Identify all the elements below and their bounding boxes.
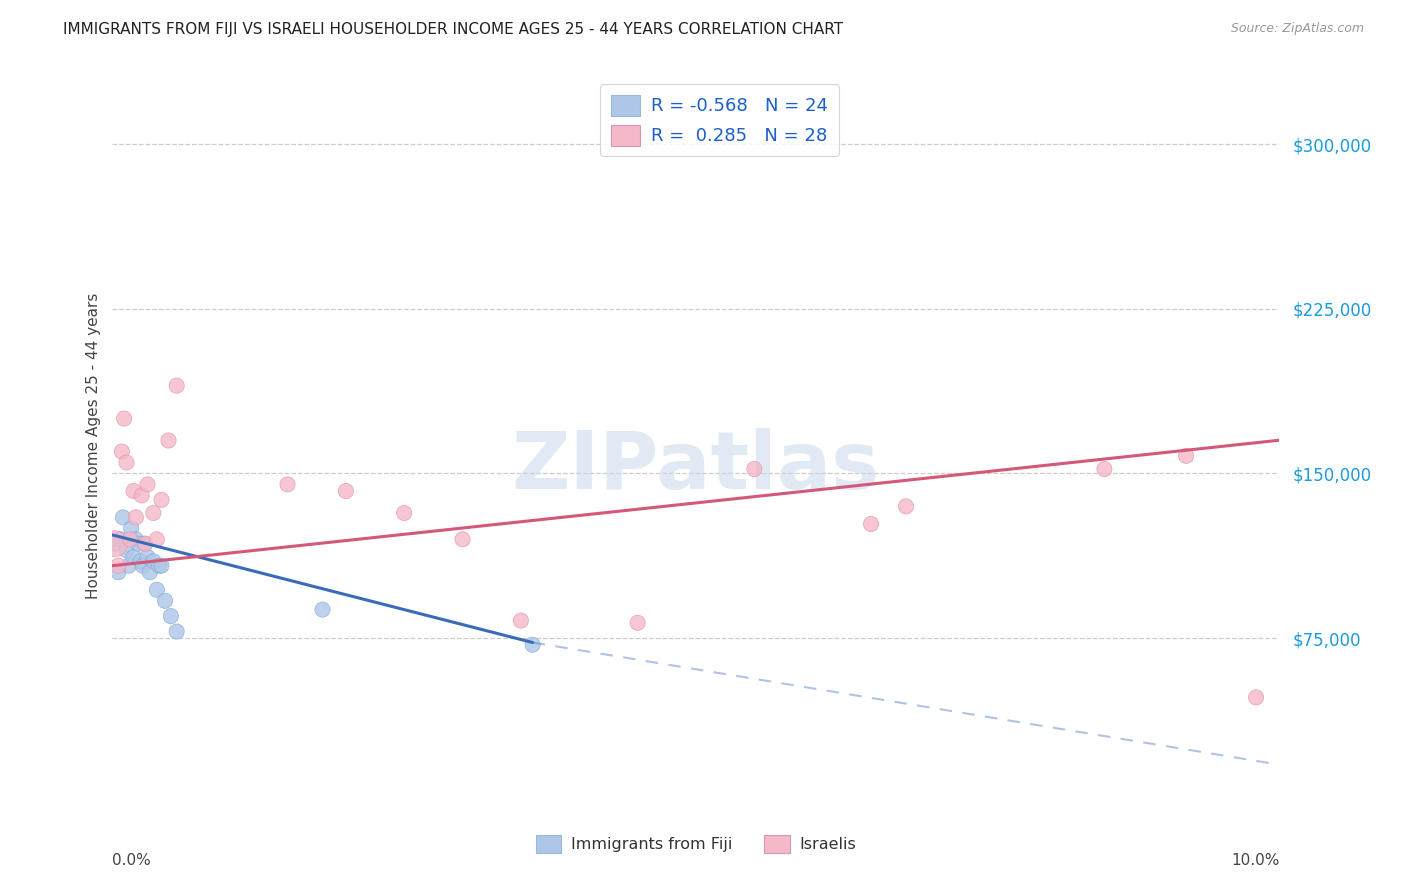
Point — [860, 516, 883, 531]
Point — [150, 558, 173, 573]
Point — [1244, 690, 1267, 705]
Point — [112, 411, 135, 425]
Point — [111, 444, 134, 458]
Text: ZIPatlas: ZIPatlas — [512, 428, 880, 507]
Point — [394, 506, 416, 520]
Point — [146, 533, 169, 547]
Point — [120, 521, 142, 535]
Text: Source: ZipAtlas.com: Source: ZipAtlas.com — [1230, 22, 1364, 36]
Text: IMMIGRANTS FROM FIJI VS ISRAELI HOUSEHOLDER INCOME AGES 25 - 44 YEARS CORRELATIO: IMMIGRANTS FROM FIJI VS ISRAELI HOUSEHOL… — [63, 22, 844, 37]
Point — [139, 566, 162, 580]
Point — [627, 615, 650, 630]
Point — [131, 488, 153, 502]
Y-axis label: Householder Income Ages 25 - 44 years: Householder Income Ages 25 - 44 years — [86, 293, 101, 599]
Point — [110, 533, 132, 547]
Point — [153, 594, 176, 608]
Text: 10.0%: 10.0% — [1232, 853, 1279, 868]
Point — [166, 624, 188, 639]
Point — [104, 537, 127, 551]
Point — [146, 582, 169, 597]
Point — [115, 543, 138, 558]
Point — [335, 483, 357, 498]
Point — [451, 533, 474, 547]
Point — [134, 537, 156, 551]
Point — [122, 549, 145, 564]
Point — [134, 537, 156, 551]
Point — [136, 477, 159, 491]
Point — [104, 537, 127, 551]
Point — [132, 558, 155, 573]
Point — [1175, 449, 1198, 463]
Point — [129, 554, 152, 568]
Point — [522, 638, 544, 652]
Point — [150, 492, 173, 507]
Point — [122, 483, 145, 498]
Point — [148, 558, 170, 573]
Point — [115, 455, 138, 469]
Point — [142, 506, 165, 520]
Point — [744, 462, 766, 476]
Text: 0.0%: 0.0% — [112, 853, 152, 868]
Point — [166, 378, 188, 392]
Point — [1094, 462, 1116, 476]
Point — [118, 558, 141, 573]
Point — [118, 533, 141, 547]
Point — [127, 537, 149, 551]
Point — [157, 434, 180, 448]
Point — [311, 602, 333, 616]
Point — [125, 533, 148, 547]
Legend: Immigrants from Fiji, Israelis: Immigrants from Fiji, Israelis — [530, 829, 862, 859]
Point — [125, 510, 148, 524]
Point — [160, 609, 183, 624]
Point — [111, 510, 134, 524]
Point — [142, 554, 165, 568]
Point — [107, 558, 129, 573]
Point — [894, 500, 917, 514]
Point — [136, 549, 159, 564]
Point — [107, 566, 129, 580]
Point — [277, 477, 299, 491]
Point — [509, 614, 531, 628]
